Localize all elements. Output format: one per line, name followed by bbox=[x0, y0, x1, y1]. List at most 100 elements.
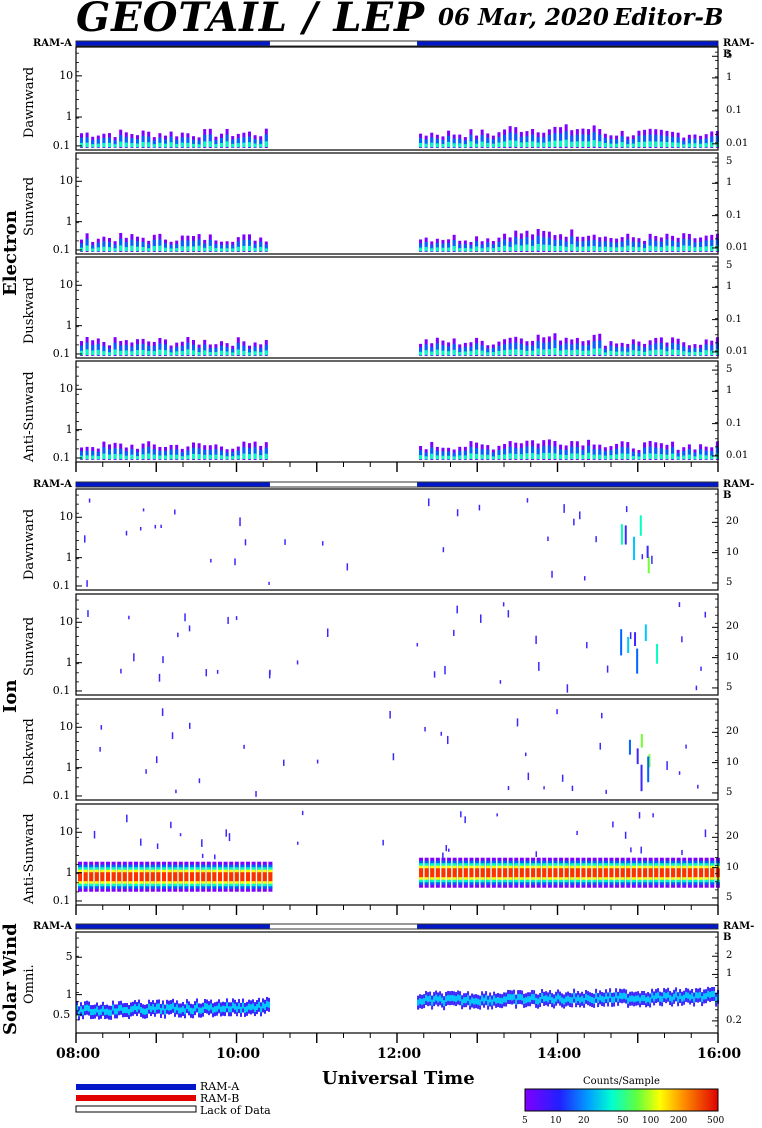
spectrum-bar bbox=[463, 346, 467, 353]
spectrum-bar bbox=[124, 142, 128, 148]
solar-wind-bar bbox=[611, 996, 614, 1003]
spectrum-bar bbox=[659, 448, 663, 456]
ion-count-mark bbox=[601, 712, 603, 719]
solar-wind-bar bbox=[677, 996, 680, 1003]
panel-label: Sunward bbox=[22, 176, 37, 236]
ion-count-mark bbox=[571, 785, 574, 792]
spectrum-bar bbox=[141, 141, 145, 148]
ion-spectrum-bar bbox=[665, 868, 670, 878]
ion-count-mark bbox=[456, 509, 459, 517]
spectrum-bar bbox=[452, 239, 456, 248]
solar-wind-bar bbox=[563, 998, 566, 1005]
solar-wind-bar bbox=[703, 993, 706, 1000]
y-tick-label: 10 bbox=[59, 68, 74, 82]
solar-wind-bar bbox=[136, 1006, 138, 1013]
spectrum-bar bbox=[519, 448, 523, 456]
spectrum-bar bbox=[525, 142, 529, 148]
spectrum-bar bbox=[491, 452, 495, 458]
spectrum-bar bbox=[192, 143, 195, 148]
solar-wind-bar bbox=[196, 1002, 198, 1009]
spectrum-bar bbox=[96, 247, 100, 252]
solar-wind-bar bbox=[573, 992, 576, 999]
spectrum-bar bbox=[536, 454, 540, 460]
ion-count-mark bbox=[145, 769, 147, 774]
spectrum-bar bbox=[113, 342, 117, 352]
solar-wind-bar bbox=[204, 1002, 206, 1009]
y-tick-label: 1 bbox=[65, 550, 73, 564]
solar-wind-bar bbox=[539, 997, 542, 1004]
spectrum-bar bbox=[609, 450, 613, 457]
spectrum-bar bbox=[175, 449, 179, 457]
spectrum-bar bbox=[469, 244, 473, 250]
y-tick-label: 1 bbox=[65, 760, 73, 774]
spectrum-bar bbox=[469, 248, 473, 252]
spectrum-bar bbox=[80, 350, 83, 356]
spectrum-bar bbox=[603, 143, 607, 148]
ion-count-mark bbox=[641, 554, 644, 560]
spectrum-bar bbox=[214, 140, 218, 146]
ram-bar-a bbox=[417, 924, 718, 929]
spectrum-bar bbox=[435, 455, 439, 460]
spectrum-bar bbox=[525, 446, 529, 456]
ion-spectrum-bar bbox=[435, 868, 440, 878]
spectrum-bar bbox=[536, 142, 540, 148]
spectrum-bar bbox=[220, 450, 223, 457]
spectrum-bar bbox=[503, 239, 507, 248]
ion-spectrum-bar bbox=[218, 872, 222, 882]
spectrum-bar bbox=[96, 139, 100, 145]
solar-wind-bar bbox=[102, 1005, 104, 1012]
spectrum-bar bbox=[208, 245, 212, 252]
ion-count-mark bbox=[243, 744, 245, 749]
spectrum-bar bbox=[598, 134, 602, 144]
spectrum-bar bbox=[242, 345, 246, 353]
spectrum-bar bbox=[441, 247, 445, 252]
legend-ram-a-swatch bbox=[76, 1084, 196, 1090]
spectrum-bar bbox=[158, 142, 162, 148]
spectrum-bar bbox=[699, 241, 703, 249]
spectrum-bar bbox=[637, 135, 641, 144]
spectrum-bar bbox=[519, 142, 523, 148]
y-tick-label: 5 bbox=[65, 950, 73, 964]
solar-wind-bar bbox=[605, 993, 608, 1000]
solar-wind-bar bbox=[523, 997, 526, 1004]
ion-count-mark bbox=[456, 605, 458, 614]
spectrum-bar bbox=[480, 350, 484, 356]
solar-wind-bar bbox=[517, 994, 520, 1001]
group-label-electron: Electron bbox=[0, 210, 21, 296]
y-tick-label-right: 20 bbox=[726, 726, 739, 738]
solar-wind-bar bbox=[553, 998, 556, 1005]
solar-wind-bar bbox=[501, 998, 504, 1005]
spectrum-bar bbox=[503, 350, 507, 356]
spectrum-bar bbox=[704, 143, 708, 148]
ion-count-mark bbox=[142, 508, 145, 512]
ion-count-mark bbox=[170, 821, 172, 829]
spectrum-bar bbox=[91, 455, 95, 460]
spectrum-bar bbox=[704, 455, 708, 460]
solar-wind-bar bbox=[258, 1001, 260, 1008]
ion-count-mark bbox=[268, 670, 271, 679]
spectrum-bar bbox=[603, 138, 607, 145]
ion-count-mark bbox=[201, 853, 204, 858]
spectrum-bar bbox=[119, 245, 123, 252]
spectrum-bar bbox=[665, 346, 669, 353]
spectrum-bar bbox=[108, 137, 111, 145]
ion-spectrum-bar bbox=[676, 868, 681, 878]
spectrum-bar bbox=[186, 142, 190, 148]
spectrum-bar bbox=[259, 241, 263, 249]
spectrum-bar bbox=[419, 450, 423, 457]
ion-spectrum-bar bbox=[162, 872, 166, 882]
spectrum-bar bbox=[441, 451, 445, 457]
spectrum-bar bbox=[631, 139, 635, 145]
spectrum-bar bbox=[564, 454, 568, 460]
spectrum-bar bbox=[220, 142, 223, 148]
solar-wind-bar bbox=[631, 995, 634, 1002]
spectrum-bar bbox=[102, 447, 106, 456]
solar-wind-bar bbox=[116, 1008, 118, 1015]
solar-wind-bar bbox=[134, 1004, 136, 1011]
spectrum-bar bbox=[430, 137, 434, 145]
spectrum-bar bbox=[152, 140, 156, 146]
solar-wind-bar bbox=[202, 1006, 204, 1013]
ion-spectrum-bar bbox=[83, 872, 88, 882]
spectrum-bar bbox=[525, 350, 529, 356]
spectrum-bar bbox=[197, 448, 201, 456]
